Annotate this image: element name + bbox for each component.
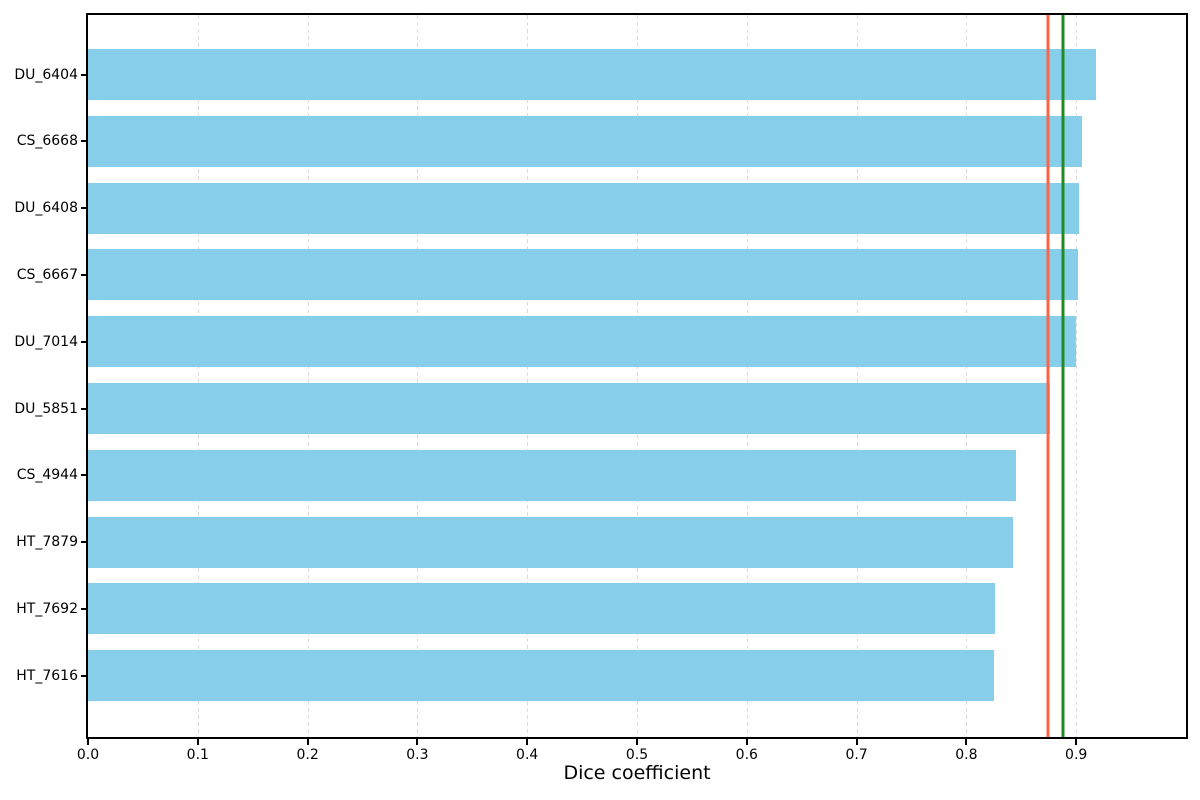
x-tick-mark-0.2 [306,739,309,745]
x-tick-mark-0.3 [416,739,419,745]
plot-area [86,13,1188,739]
y-tick-mark-CS_4944 [81,474,88,477]
x-tick-label-0.6: 0.6 [735,747,758,763]
x-tick-mark-0.8 [965,739,968,745]
y-tick-label-DU_6408: DU_6408 [14,200,78,217]
y-tick-label-CS_6668: CS_6668 [16,133,78,150]
y-tick-mark-DU_7014 [81,340,88,343]
y-tick-mark-CS_6667 [81,273,88,276]
x-tick-mark-0.1 [196,739,199,745]
x-tick-label-0.0: 0.0 [76,747,100,763]
x-tick-label-0.5: 0.5 [625,747,649,763]
x-tick-label-0.9: 0.9 [1065,747,1088,763]
gridline-0.1 [197,15,199,737]
bar-CS_4944 [88,449,1016,501]
bar-CS_6668 [88,115,1082,167]
median-line [1061,15,1065,737]
x-tick-label-0.1: 0.1 [186,747,209,763]
y-tick-mark-HT_7692 [81,607,88,610]
bar-CS_6667 [88,249,1079,301]
y-tick-mark-CS_6668 [81,140,88,143]
y-tick-label-DU_7014: DU_7014 [14,333,78,350]
x-tick-mark-0.0 [87,739,89,745]
bar-DU_6404 [88,49,1096,100]
bar-DU_7014 [88,316,1077,368]
x-tick-mark-0.6 [745,739,748,745]
gridline-0.6 [746,15,748,737]
y-tick-label-HT_7692: HT_7692 [16,600,78,617]
x-tick-label-0.7: 0.7 [845,747,868,763]
gridline-0.2 [307,15,309,737]
y-tick-label-DU_6404: DU_6404 [14,66,78,83]
y-tick-label-HT_7616: HT_7616 [16,667,78,684]
x-tick-mark-0.4 [526,739,529,745]
y-tick-mark-HT_7616 [81,674,88,677]
y-tick-label-CS_6667: CS_6667 [16,266,78,283]
y-tick-mark-DU_6408 [81,207,88,210]
y-tick-label-DU_5851: DU_5851 [14,400,78,417]
bar-HT_7616 [88,650,994,702]
x-tick-label-0.8: 0.8 [955,747,978,763]
y-tick-mark-DU_5851 [81,407,88,410]
y-tick-mark-HT_7879 [81,541,88,544]
y-tick-mark-DU_6404 [81,73,88,76]
x-tick-label-0.3: 0.3 [406,747,429,763]
bar-DU_5851 [88,383,1050,434]
x-axis-label: Dice coefficient [563,762,711,784]
bar-DU_6408 [88,182,1080,234]
mean-line [1046,15,1050,737]
bar-HT_7879 [88,516,1013,568]
bar-HT_7692 [88,583,995,635]
y-tick-label-HT_7879: HT_7879 [16,534,78,551]
gridline-0.8 [966,15,968,737]
x-tick-mark-0.7 [855,739,858,745]
gridline-0.3 [417,15,419,737]
gridline-0.9 [1076,15,1078,737]
x-tick-label-0.4: 0.4 [516,747,539,763]
x-tick-mark-0.5 [636,739,638,745]
gridline-0.7 [856,15,858,737]
y-tick-label-CS_4944: CS_4944 [16,467,78,484]
x-tick-mark-0.9 [1075,739,1078,745]
x-tick-label-0.2: 0.2 [296,747,319,763]
gridline-0.4 [527,15,529,737]
gridline-0.5 [637,15,638,737]
